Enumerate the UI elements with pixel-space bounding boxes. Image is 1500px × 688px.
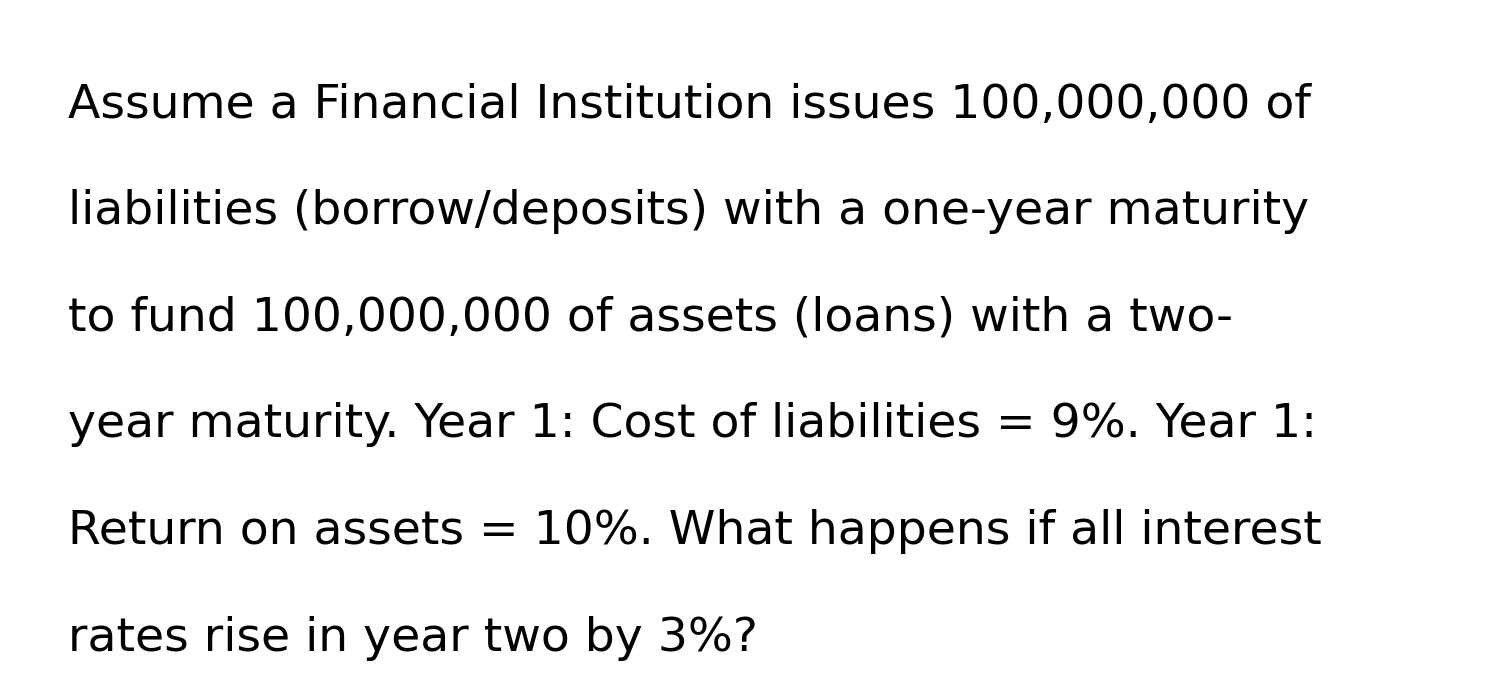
Text: year maturity. Year 1: Cost of liabilities = 9%. Year 1:: year maturity. Year 1: Cost of liabiliti… (68, 402, 1317, 447)
Text: Assume a Financial Institution issues 100,000,000 of: Assume a Financial Institution issues 10… (68, 83, 1311, 127)
Text: Return on assets = 10%. What happens if all interest: Return on assets = 10%. What happens if … (68, 509, 1322, 554)
Text: rates rise in year two by 3%?: rates rise in year two by 3%? (68, 616, 758, 660)
Text: to fund 100,000,000 of assets (loans) with a two-: to fund 100,000,000 of assets (loans) wi… (68, 296, 1233, 341)
Text: liabilities (borrow/deposits) with a one-year maturity: liabilities (borrow/deposits) with a one… (68, 189, 1308, 234)
